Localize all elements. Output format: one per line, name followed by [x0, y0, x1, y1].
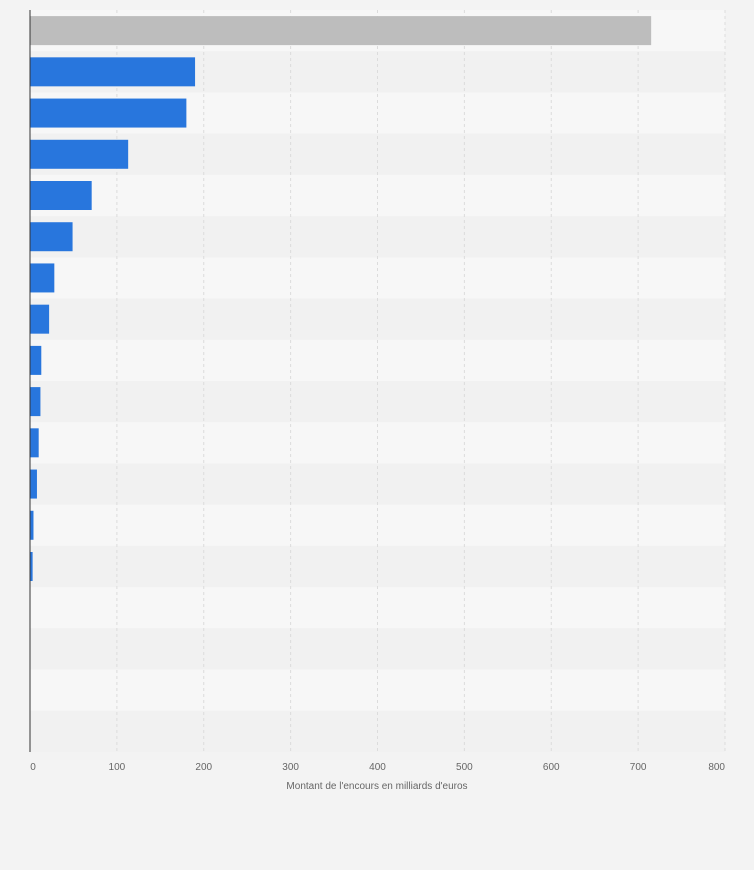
bar[interactable]: [30, 469, 37, 499]
bar[interactable]: [30, 345, 42, 375]
x-tick-label: 300: [282, 762, 299, 773]
x-tick-label: 0: [30, 762, 36, 773]
x-tick-label: 800: [708, 762, 725, 773]
gridlines: [116, 10, 726, 752]
bar[interactable]: [30, 304, 50, 334]
x-tick-label: 500: [456, 762, 473, 773]
bar[interactable]: [30, 139, 129, 169]
bars-group: [30, 16, 652, 581]
x-tick-label: 700: [630, 762, 647, 773]
bar[interactable]: [30, 428, 39, 458]
bar[interactable]: [30, 181, 92, 210]
x-axis-label: Montant de l'encours en milliards d'euro…: [286, 781, 467, 792]
x-tick-label: 600: [543, 762, 560, 773]
bar[interactable]: [30, 263, 55, 293]
bar[interactable]: [30, 552, 33, 581]
bar[interactable]: [30, 387, 41, 417]
bar[interactable]: [30, 98, 187, 128]
x-tick-label: 400: [369, 762, 386, 773]
bar[interactable]: [30, 16, 652, 46]
bar[interactable]: [30, 222, 73, 252]
bar[interactable]: [30, 510, 34, 540]
x-tick-label: 100: [109, 762, 126, 773]
bar[interactable]: [30, 57, 196, 87]
x-tick-labels: 0 100 200 300 400 500 600 700 800: [30, 762, 725, 773]
x-tick-label: 200: [195, 762, 212, 773]
